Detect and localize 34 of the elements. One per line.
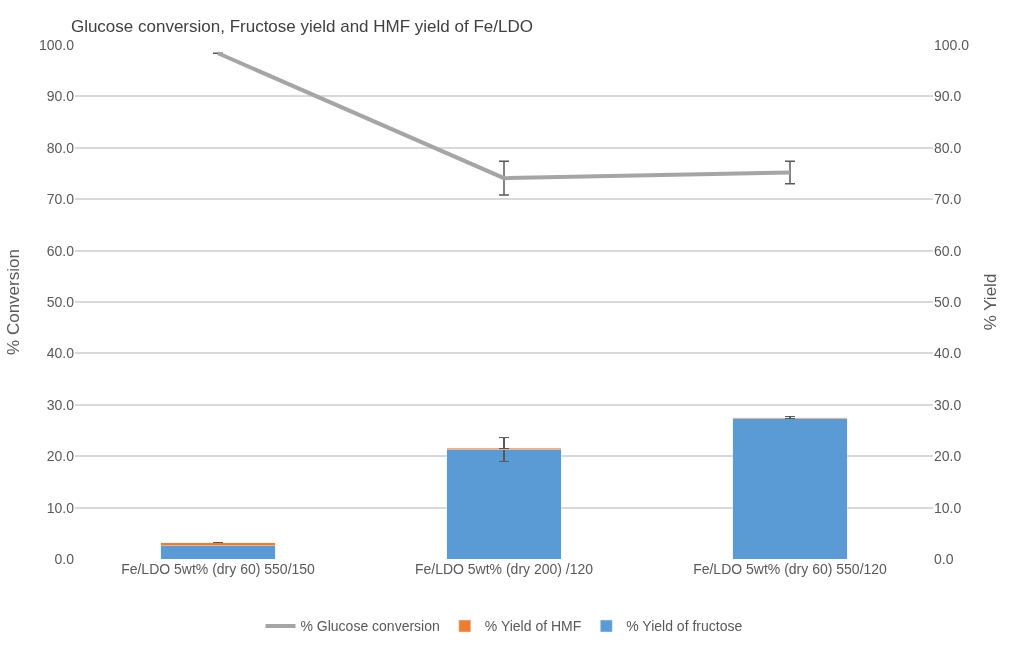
y-axis-title: % Conversion <box>3 249 23 355</box>
legend-label: % Glucose conversion <box>300 618 440 635</box>
bar <box>732 418 848 559</box>
y2-tick-label: 50.0 <box>934 293 962 310</box>
y2-tick-label: 30.0 <box>934 396 962 413</box>
legend-label: % Yield of HMF <box>484 618 582 635</box>
y-tick-label: 60.0 <box>46 242 75 259</box>
y2-axis-title: % Yield <box>980 273 1000 331</box>
y-tick-label: 90.0 <box>46 88 75 105</box>
y-tick-label: 10.0 <box>46 499 75 516</box>
x-tick-label: Fe/LDO 5wt% (dry 60) 550/150 <box>121 561 316 577</box>
y2-tick-label: 10.0 <box>934 499 962 516</box>
y2-tick-label: 70.0 <box>934 191 962 208</box>
y-tick-label: 20.0 <box>46 448 75 465</box>
y2-tick-label: 40.0 <box>934 345 962 362</box>
y-tick-label: 70.0 <box>46 191 75 208</box>
y-tick-label: 50.0 <box>46 293 75 310</box>
y-tick-label: 100.0 <box>38 36 75 53</box>
y2-tick-label: 100.0 <box>934 36 970 53</box>
y2-tick-label: 60.0 <box>934 242 962 259</box>
y-tick-label: 0.0 <box>54 550 75 567</box>
y-tick-label: 30.0 <box>46 396 75 413</box>
bar <box>446 449 562 559</box>
y-tick-label: 40.0 <box>46 345 75 362</box>
y2-tick-label: 90.0 <box>934 88 962 105</box>
y2-tick-label: 80.0 <box>934 139 962 156</box>
x-tick-label: Fe/LDO 5wt% (dry 60) 550/120 <box>693 561 888 577</box>
chart-title: Glucose conversion, Fructose yield and HMF yield of Fe/LDO <box>70 16 533 36</box>
y2-tick-label: 0.0 <box>934 550 954 567</box>
y2-tick-label: 20.0 <box>934 448 962 465</box>
x-tick-label: Fe/LDO 5wt% (dry 200) /120 <box>414 561 594 577</box>
y-tick-label: 80.0 <box>46 139 75 156</box>
legend-label: % Yield of fructose <box>626 618 743 635</box>
bar <box>160 545 276 559</box>
